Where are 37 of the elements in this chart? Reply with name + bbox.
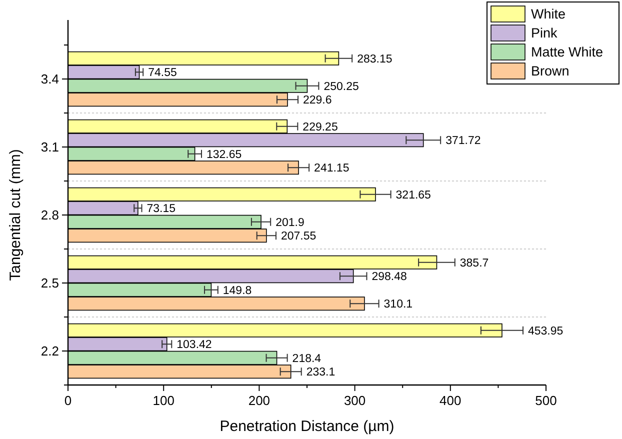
x-tick-label: 500 — [535, 393, 557, 408]
y-axis-title: Tangential cut (mm) — [7, 149, 24, 281]
x-tick-label: 300 — [344, 393, 366, 408]
data-label: 250.25 — [324, 80, 359, 93]
data-label: 229.25 — [302, 121, 338, 134]
data-label: 233.1 — [306, 366, 336, 379]
data-label: 218.4 — [292, 352, 322, 365]
data-label: 103.42 — [176, 339, 212, 352]
x-tick-label: 100 — [152, 393, 174, 408]
y-tick-label: 2.2 — [40, 344, 59, 359]
data-label: 241.15 — [314, 162, 350, 175]
data-label: 229.6 — [303, 94, 332, 107]
y-tick-label: 2.8 — [40, 208, 59, 223]
data-label: 321.65 — [396, 189, 431, 202]
y-tick-label: 2.5 — [40, 276, 59, 291]
legend-label: Pink — [531, 26, 558, 41]
data-label: 73.15 — [146, 203, 176, 216]
data-label: 207.55 — [280, 230, 316, 243]
y-tick-label: 3.1 — [40, 140, 59, 155]
data-label: 149.8 — [222, 284, 252, 297]
data-label: 74.55 — [148, 67, 177, 80]
data-label: 132.65 — [206, 148, 242, 161]
legend-label: Matte White — [531, 44, 604, 60]
data-label: 453.95 — [528, 325, 564, 338]
data-label: 385.7 — [460, 257, 489, 270]
data-label: 298.48 — [372, 271, 407, 284]
legend-label: White — [531, 6, 566, 22]
data-label: 310.1 — [384, 298, 413, 311]
x-axis-title: Penetration Distance (µm) — [220, 418, 394, 435]
y-tick-label: 3.4 — [40, 72, 59, 87]
x-tick-label: 0 — [64, 393, 72, 408]
data-label: 201.9 — [276, 216, 304, 229]
x-tick-label: 400 — [440, 393, 462, 408]
data-label: 371.72 — [446, 135, 481, 148]
x-tick-label: 200 — [248, 393, 270, 408]
legend-label: Brown — [531, 64, 570, 79]
data-label: 283.15 — [357, 53, 392, 66]
